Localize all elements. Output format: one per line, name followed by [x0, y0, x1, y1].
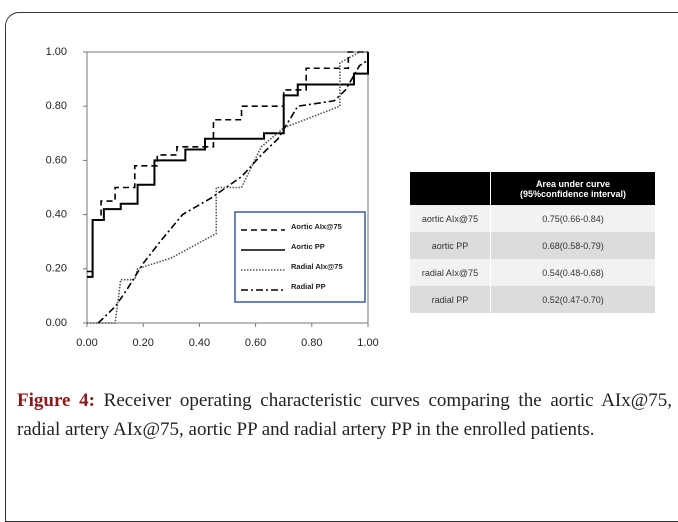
y-tick-label: 0.00	[46, 317, 67, 329]
header-line: Area under curve	[535, 178, 611, 189]
table-cell: 0.52(0.47-0.70)	[490, 286, 655, 313]
table-cell: aortic PP	[410, 232, 491, 259]
roc-curve	[97, 59, 369, 324]
y-tick-label: 0.20	[46, 263, 67, 275]
roc-chart: 0.00 0.20 0.40 0.60 0.80 1.00 0.00 0.20 0.40 0.60…	[46, 46, 379, 349]
table-cell: 0.75(0.66-0.84)	[490, 205, 655, 232]
roc-curve	[87, 52, 369, 278]
table-row: aortic PP 0.68(0.58-0.79)	[410, 232, 655, 259]
table-row: aortic AIx@75 0.75(0.66-0.84)	[410, 205, 655, 232]
table-cell: aortic AIx@75	[410, 205, 491, 232]
roc-curve	[87, 51, 368, 273]
header-cell: Area under curve (95%confidence interval)	[490, 172, 655, 205]
table-cell: 0.68(0.58-0.79)	[490, 232, 655, 259]
x-tick-label: 0.40	[189, 337, 210, 349]
y-tick-label: 0.40	[46, 209, 67, 221]
y-tick-label: 0.60	[46, 154, 67, 166]
header-cell	[410, 172, 491, 205]
legend-label: Radial AIx@75	[291, 262, 343, 271]
y-tick-label: 1.00	[46, 46, 67, 58]
legend-box	[234, 211, 366, 303]
auc-table: Area under curve (95%confidence interval)…	[410, 172, 655, 313]
legend-label: Aortic PP	[291, 242, 325, 251]
legend-label: Aortic AIx@75	[291, 222, 342, 231]
plot-area	[86, 51, 369, 324]
header-line: (95%confidence interval)	[519, 188, 627, 199]
table-cell: 0.54(0.48-0.68)	[490, 259, 655, 286]
caption-text: Receiver operating characteristic curves…	[17, 390, 672, 440]
caption: Figure 4: Receiver operating characteris…	[17, 386, 672, 444]
table-row: radial PP 0.52(0.47-0.70)	[410, 286, 655, 313]
x-tick-label: 0.80	[301, 337, 322, 349]
page: 0.00 0.20 0.40 0.60 0.80 1.00 0.00 0.20 0.40 0.60…	[5, 12, 678, 522]
table-cell: radial AIx@75	[410, 259, 491, 286]
y-tick-label: 0.80	[46, 100, 67, 112]
x-tick-label: 0.60	[245, 337, 266, 349]
x-tick-label: 0.00	[76, 337, 97, 349]
x-tick-label: 1.00	[357, 337, 378, 349]
caption-label: Figure 4:	[17, 390, 95, 411]
x-tick-label: 0.20	[132, 337, 153, 349]
table-header: Area under curve (95%confidence interval)	[410, 172, 655, 205]
table-row: radial AIx@75 0.54(0.48-0.68)	[410, 259, 655, 286]
legend-label: Radial PP	[291, 282, 326, 291]
table-cell: radial PP	[410, 286, 491, 313]
